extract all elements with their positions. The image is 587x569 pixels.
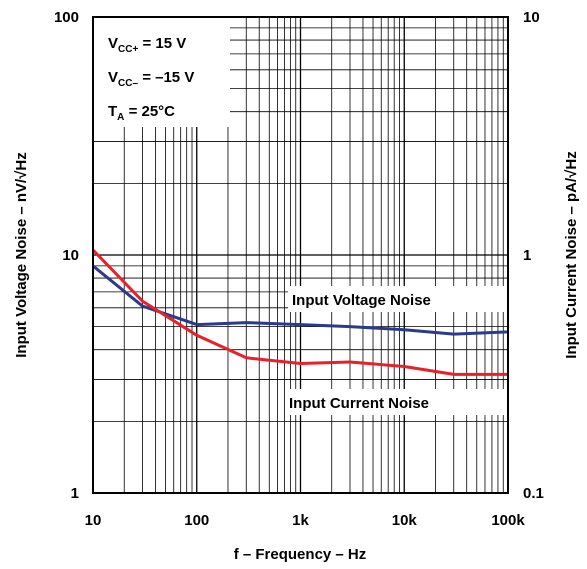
conditions-box-bg xyxy=(93,17,230,127)
voltage-label-bg xyxy=(288,286,509,312)
x-tick-label: 100 xyxy=(184,512,209,529)
plot-frame xyxy=(92,16,509,494)
y-axis-right-title: Input Current Noise – pA/√Hz xyxy=(563,151,580,358)
y-right-tick-label: 10 xyxy=(523,9,540,26)
y-right-tick-label: 0.1 xyxy=(523,485,544,502)
series-label-voltage-noise: Input Voltage Noise xyxy=(292,292,431,309)
current-label-bg xyxy=(285,389,507,415)
tick-labels: 10 100 1k 10k 100k 1 10 100 0.1 1 10 xyxy=(54,9,544,529)
x-tick-label: 10 xyxy=(85,512,102,529)
condition-vcc-plus: VCC+ = 15 V xyxy=(108,35,186,55)
conditions-box: VCC+ = 15 V VCC– = –15 V TA = 25°C xyxy=(93,17,230,127)
x-tick-label: 10k xyxy=(392,512,418,529)
y-axis-left-title: Input Voltage Noise – nV/√Hz xyxy=(13,152,30,357)
curves xyxy=(91,248,509,376)
x-axis-title: f – Frequency – Hz xyxy=(234,546,367,563)
condition-ta: TA = 25°C xyxy=(108,103,175,123)
current-noise-line xyxy=(91,248,508,376)
series-label-current-noise: Input Current Noise xyxy=(289,395,429,412)
y-right-tick-label: 1 xyxy=(523,247,531,264)
condition-vcc-minus: VCC– = –15 V xyxy=(108,69,194,89)
y-left-tick-label: 100 xyxy=(54,9,79,26)
y-left-tick-label: 1 xyxy=(71,485,79,502)
x-tick-label: 100k xyxy=(491,512,525,529)
y-left-tick-label: 10 xyxy=(62,247,79,264)
x-tick-label: 1k xyxy=(292,512,309,529)
